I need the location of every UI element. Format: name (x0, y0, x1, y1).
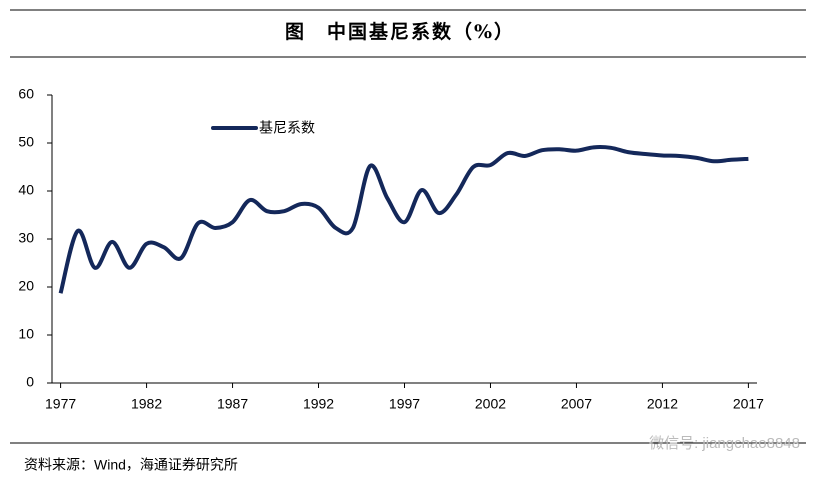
x-tick-label: 2017 (733, 396, 764, 412)
x-tick-label: 1992 (303, 396, 334, 412)
y-tick-label: 10 (18, 326, 34, 342)
x-tick-label: 2002 (475, 396, 506, 412)
x-tick-label: 1997 (389, 396, 420, 412)
chart-title: 图 中国基尼系数（%） (285, 20, 515, 43)
y-tick-label: 40 (18, 182, 34, 198)
x-tick-label: 1982 (131, 396, 162, 412)
y-tick-label: 20 (18, 278, 34, 294)
watermark: 微信号: jiangchao8848 (649, 435, 800, 452)
y-tick-label: 50 (18, 134, 34, 150)
x-tick-label: 1977 (45, 396, 76, 412)
y-tick-label: 0 (26, 374, 34, 390)
source: 资料来源：Wind，海通证券研究所 (24, 457, 238, 473)
x-tick-label: 1987 (217, 396, 248, 412)
x-tick-label: 2007 (561, 396, 592, 412)
x-tick-label: 2012 (647, 396, 678, 412)
legend-label: 基尼系数 (259, 120, 315, 136)
y-tick-label: 30 (18, 230, 34, 246)
y-tick-label: 60 (18, 86, 34, 102)
line (58, 145, 749, 294)
